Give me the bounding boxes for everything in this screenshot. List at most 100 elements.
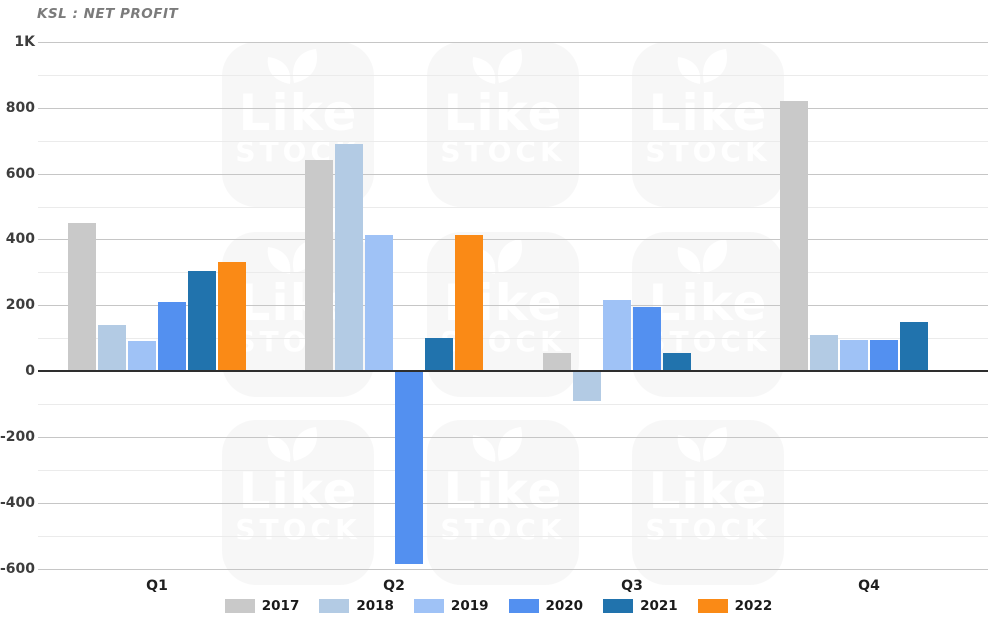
watermark-text: Like [238,462,358,520]
y-axis-tick-label: -200 [0,429,36,445]
watermark-text: Like [443,462,563,520]
legend: 2017 2018 2019 2020 2021 2022 [0,598,997,614]
watermark-text: Like [648,274,768,332]
watermark-text: Like [443,274,563,332]
y-axis-tick-label: 0 [25,363,35,379]
bar-2019-Q1 [128,341,156,371]
watermark-tile: Like STOCK [632,42,784,207]
bar-2018-Q4 [810,335,838,371]
bar-2020-Q1 [158,302,186,371]
bar-2018-Q3 [573,371,601,401]
legend-label: 2020 [545,598,584,614]
watermark-text: Like [443,84,563,142]
bar-2019-Q3 [603,300,631,371]
legend-item-2021[interactable]: 2021 [603,598,678,614]
x-axis-label-q3: Q3 [621,578,643,594]
bar-2022-Q2 [455,235,483,372]
bar-2021-Q4 [900,322,928,371]
minor-gridline [38,141,988,142]
watermark-tile: Like STOCK [632,232,784,397]
y-axis-tick-label: 400 [5,231,35,247]
watermark-tile: Like STOCK [222,420,374,585]
legend-swatch-2019 [413,599,444,613]
x-axis-label-q4: Q4 [858,578,880,594]
legend-swatch-2021 [603,599,634,613]
legend-swatch-2018 [319,599,350,613]
watermark-text: Like [648,84,768,142]
y-axis-tick-label: -600 [0,561,36,577]
major-gridline [38,239,988,240]
major-gridline [38,437,988,438]
major-gridline [38,305,988,306]
legend-swatch-2022 [697,599,728,613]
zero-axis-line [38,370,988,372]
watermark-tile: Like STOCK [632,420,784,585]
bar-2017-Q3 [543,353,571,371]
watermark-text: STOCK [235,513,361,546]
legend-item-2020[interactable]: 2020 [508,598,584,614]
minor-gridline [38,404,988,405]
legend-label: 2017 [261,598,300,614]
minor-gridline [38,536,988,537]
bar-2021-Q1 [188,271,216,371]
chart-title: KSL : NET PROFIT [37,6,179,22]
legend-label: 2018 [356,598,394,614]
legend-swatch-2020 [508,599,539,613]
minor-gridline [38,338,988,339]
x-axis-label-q2: Q2 [383,578,405,594]
major-gridline [38,569,988,570]
bar-2021-Q3 [663,353,691,371]
bar-2017-Q4 [780,101,808,371]
minor-gridline [38,75,988,76]
watermark-tile: Like STOCK [427,42,579,207]
bar-2020-Q3 [633,307,661,371]
bar-2018-Q1 [98,325,126,371]
major-gridline [38,108,988,109]
y-axis-tick-label: 1K [14,34,35,50]
bar-2022-Q1 [218,262,246,371]
y-axis-tick-label: -400 [0,495,36,511]
watermark-text: STOCK [645,325,771,358]
y-axis-tick-label: 800 [5,100,35,116]
legend-label: 2022 [734,598,773,614]
leaf-icon [677,49,728,84]
leaf-icon [267,49,318,84]
minor-gridline [38,272,988,273]
legend-item-2018[interactable]: 2018 [319,598,394,614]
watermark-tile: Like STOCK [427,232,579,397]
bar-2019-Q4 [840,340,868,371]
watermark-text: STOCK [440,513,566,546]
leaf-icon [472,427,523,462]
bar-2018-Q2 [335,144,363,371]
major-gridline [38,42,988,43]
legend-item-2017[interactable]: 2017 [224,598,300,614]
x-axis-label-q1: Q1 [146,578,168,594]
watermark-tile: Like STOCK [427,420,579,585]
major-gridline [38,174,988,175]
bar-2021-Q2 [425,338,453,371]
leaf-icon [472,49,523,84]
bar-2017-Q1 [68,223,96,371]
watermark-text: STOCK [645,513,771,546]
leaf-icon [677,427,728,462]
bar-2020-Q4 [870,340,898,371]
watermark-text: Like [238,84,358,142]
minor-gridline [38,470,988,471]
major-gridline [38,503,988,504]
y-axis-tick-label: 600 [5,166,35,182]
legend-label: 2021 [640,598,678,614]
watermark-text: Like [648,462,768,520]
legend-item-2019[interactable]: 2019 [413,598,489,614]
legend-swatch-2017 [224,599,255,613]
legend-label: 2019 [450,598,489,614]
bar-2020-Q2 [395,371,423,564]
leaf-icon [677,239,728,274]
minor-gridline [38,207,988,208]
y-axis-tick-label: 200 [5,297,35,313]
bar-2017-Q2 [305,160,333,371]
legend-item-2022[interactable]: 2022 [697,598,773,614]
leaf-icon [267,427,318,462]
bar-2019-Q2 [365,235,393,372]
